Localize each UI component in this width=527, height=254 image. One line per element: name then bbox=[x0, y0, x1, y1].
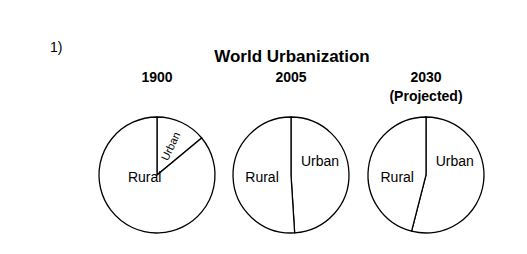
pie-slice bbox=[233, 117, 295, 233]
pie-slice bbox=[99, 117, 215, 233]
pie-subtitle: (Projected) bbox=[389, 88, 462, 104]
pie-group: Urban Rural bbox=[99, 117, 215, 233]
slice-label: Rural bbox=[245, 169, 278, 185]
pie-group: Urban Rural bbox=[233, 117, 349, 233]
slice-label: Rural bbox=[128, 169, 161, 185]
question-number: 1) bbox=[50, 39, 62, 55]
slice-label: Urban bbox=[436, 153, 474, 169]
pie-title: 2030 bbox=[410, 69, 441, 85]
chart-canvas: 1) World Urbanization Urban Rural 1900 Urban R… bbox=[0, 0, 527, 254]
slice-label: Urban bbox=[301, 153, 339, 169]
pie-title: 1900 bbox=[141, 69, 172, 85]
pie-slice bbox=[291, 117, 349, 233]
slice-label: Urban bbox=[159, 130, 183, 162]
pie-group: Urban Rural bbox=[368, 117, 484, 233]
chart-title: World Urbanization bbox=[214, 47, 370, 66]
slice-label: Rural bbox=[380, 169, 413, 185]
pie-slice bbox=[368, 117, 426, 231]
pie-title: 2005 bbox=[275, 69, 306, 85]
